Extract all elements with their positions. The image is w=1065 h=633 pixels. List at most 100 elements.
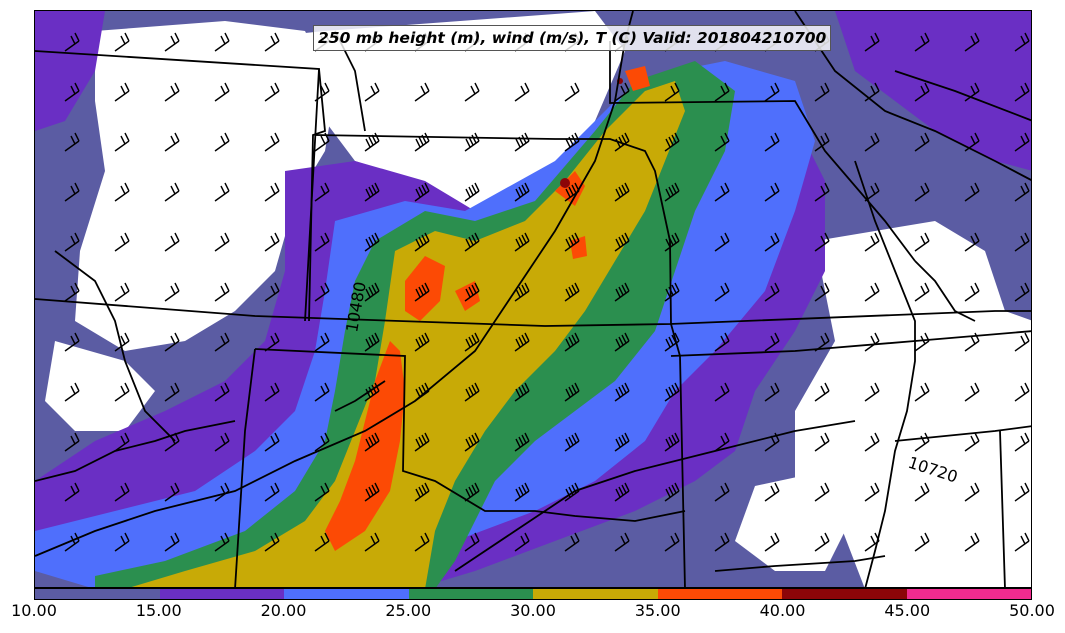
wind-barb-icon <box>1014 132 1030 152</box>
wind-barb-icon <box>564 82 580 102</box>
wind-barb-icon <box>164 432 180 452</box>
wind-barb-icon <box>114 432 130 452</box>
wind-barb-icon <box>564 532 580 552</box>
wind-barb-icon <box>764 282 780 302</box>
wind-barb-icon <box>464 182 480 202</box>
wind-barb-icon <box>1014 532 1030 552</box>
wind-barb-icon <box>64 432 80 452</box>
wind-barb-icon <box>764 82 780 102</box>
speed-band-35-40 <box>325 66 650 551</box>
wind-barb-icon <box>364 182 380 202</box>
wind-barb-icon <box>364 382 380 402</box>
wind-barb-icon <box>664 182 680 202</box>
wind-barb-icon <box>614 532 630 552</box>
wind-barb-icon <box>814 532 830 552</box>
wind-barb-icon <box>214 532 230 552</box>
colorbar-tick-label: 25.00 <box>385 601 432 620</box>
colorbar-tick-label: 10.00 <box>11 601 57 620</box>
wind-barb-icon <box>614 332 630 352</box>
wind-barb-icon <box>714 432 730 452</box>
wind-barb-icon <box>164 282 180 302</box>
wind-barb-icon <box>514 182 530 202</box>
wind-barb-icon <box>214 82 230 102</box>
wind-barb-icon <box>414 432 430 452</box>
wind-barb-icon <box>314 232 330 252</box>
wind-barb-icon <box>914 332 930 352</box>
colorbar-segment <box>408 589 533 599</box>
wind-barb-icon <box>364 282 380 302</box>
wind-barb-icon <box>714 482 730 502</box>
wind-barb-icon <box>514 482 530 502</box>
colorbar-segment <box>782 589 907 599</box>
wind-barb-icon <box>964 232 980 252</box>
wind-barb-icon <box>64 82 80 102</box>
wind-barb-icon <box>714 182 730 202</box>
wind-barb-icon <box>664 482 680 502</box>
map-title-box: 250 mb height (m), wind (m/s), T (C) Val… <box>313 25 832 51</box>
wind-barb-icon <box>164 182 180 202</box>
wind-barb-icon <box>814 382 830 402</box>
wind-barb-icon <box>264 332 280 352</box>
speed-band-30-35 <box>131 81 685 587</box>
wind-barb-icon <box>314 532 330 552</box>
wind-barb-icon <box>914 432 930 452</box>
wind-barb-icon <box>264 432 280 452</box>
colorbar-tick-label: 20.00 <box>260 601 307 620</box>
wind-barb-icon <box>464 282 480 302</box>
wind-barb-icon <box>864 432 880 452</box>
wind-barb-icon <box>864 132 880 152</box>
wind-barb-icon <box>164 482 180 502</box>
colorbar-segment <box>159 589 284 599</box>
colorbar-tick-label: 50.00 <box>1009 601 1055 620</box>
wind-barb-icon <box>614 432 630 452</box>
wind-barb-icon <box>764 532 780 552</box>
wind-barb-icon <box>714 82 730 102</box>
wind-barb-icon <box>464 382 480 402</box>
wind-barb-icon <box>664 382 680 402</box>
wind-barb-icon <box>64 132 80 152</box>
wind-barb-icon <box>114 532 130 552</box>
wind-barb-icon <box>214 382 230 402</box>
wind-barb-icon <box>914 282 930 302</box>
wind-barb-icon <box>864 532 880 552</box>
wind-barb-icon <box>414 132 430 152</box>
wind-barb-icon <box>264 232 280 252</box>
wind-barb-icon <box>664 232 680 252</box>
wind-barb-icon <box>64 282 80 302</box>
wind-barb-icon <box>214 182 230 202</box>
wind-barb-icon <box>264 182 280 202</box>
wind-barb-icon <box>614 232 630 252</box>
wind-speed-map: 10480 10720 <box>35 11 1031 587</box>
wind-barb-icon <box>414 332 430 352</box>
wind-barb-icon <box>364 132 380 152</box>
colorbar-segment <box>284 589 409 599</box>
wind-barb-icon <box>314 332 330 352</box>
wind-barb-icon <box>364 482 380 502</box>
wind-barb-icon <box>114 182 130 202</box>
wind-barb-icon <box>764 482 780 502</box>
wind-barb-icon <box>464 482 480 502</box>
wind-barb-icon <box>964 182 980 202</box>
wind-barb-icon <box>1014 32 1030 52</box>
wind-barb-icon <box>164 32 180 52</box>
wind-barb-icon <box>564 432 580 452</box>
wind-barbs <box>64 32 1030 552</box>
wind-barb-icon <box>814 232 830 252</box>
wind-barb-icon <box>314 282 330 302</box>
wind-barb-icon <box>364 432 380 452</box>
wind-barb-icon <box>1014 432 1030 452</box>
wind-barb-icon <box>114 132 130 152</box>
map-panel: 10480 10720 250 mb height (m), wind (m/s… <box>34 10 1032 588</box>
wind-barb-icon <box>764 432 780 452</box>
wind-barb-icon <box>214 232 230 252</box>
wind-barb-icon <box>514 82 530 102</box>
wind-barb-icon <box>164 382 180 402</box>
wind-barb-icon <box>214 482 230 502</box>
wind-barb-icon <box>764 182 780 202</box>
wind-barb-icon <box>564 282 580 302</box>
wind-barb-icon <box>964 382 980 402</box>
colorbar-segment <box>533 589 658 599</box>
wind-barb-icon <box>564 332 580 352</box>
wind-barb-icon <box>914 382 930 402</box>
colorbar <box>34 588 1032 600</box>
